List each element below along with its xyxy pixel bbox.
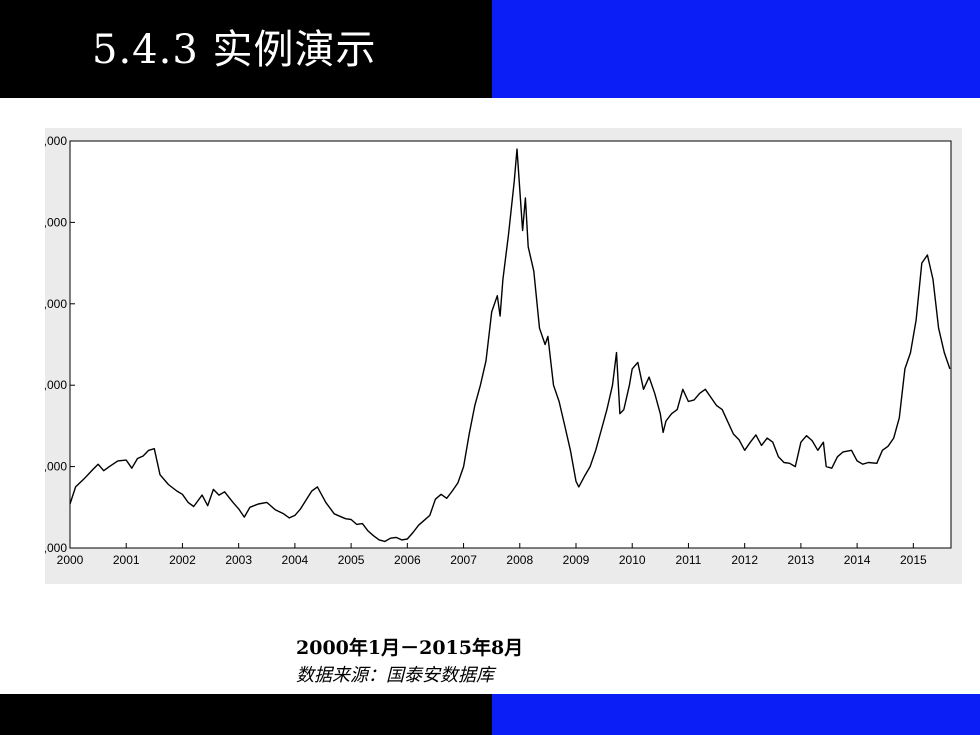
slide-title: 5.4.3 实例演示	[92, 27, 377, 73]
title-band-blue	[492, 0, 980, 98]
x-axis: 2000 2001 2002 2003 2004 2005 2006 2007 2008 2009…	[57, 543, 927, 567]
x-tick-label: 2013	[788, 553, 815, 567]
title-band-black	[0, 0, 492, 98]
y-axis: 1,000 2,000 3,000 4,000 5,000 6,000	[45, 134, 75, 555]
x-tick-label: 2001	[113, 553, 140, 567]
x-tick-label: 2004	[282, 553, 309, 567]
y-tick-label: 3,000	[45, 378, 67, 392]
x-tick-label: 2005	[338, 553, 365, 567]
y-tick-label: 2,000	[45, 460, 67, 474]
x-tick-label: 2003	[225, 553, 252, 567]
series-line	[69, 148, 951, 543]
x-tick-label: 2015	[900, 553, 927, 567]
y-tick-label: 1,000	[45, 541, 67, 555]
plot-area	[69, 140, 952, 549]
y-tick-label: 4,000	[45, 297, 67, 311]
date-range-caption: 2000年1月－2015年8月	[296, 637, 524, 659]
y-tick-label: 6,000	[45, 134, 67, 148]
x-tick-label: 2008	[506, 553, 533, 567]
footer-band-blue	[492, 694, 980, 735]
x-tick-label: 2010	[619, 553, 646, 567]
y-tick-label: 5,000	[45, 215, 67, 229]
x-tick-label: 2002	[169, 553, 196, 567]
x-tick-label: 2012	[731, 553, 758, 567]
x-tick-label: 2006	[394, 553, 421, 567]
x-tick-label: 2014	[844, 553, 871, 567]
footer-band-black	[0, 694, 492, 735]
x-tick-label: 2009	[563, 553, 590, 567]
x-tick-label: 2000	[57, 553, 84, 567]
x-tick-label: 2007	[450, 553, 477, 567]
x-tick-label: 2011	[676, 553, 702, 567]
data-source-caption: 数据来源：国泰安数据库	[296, 665, 494, 686]
